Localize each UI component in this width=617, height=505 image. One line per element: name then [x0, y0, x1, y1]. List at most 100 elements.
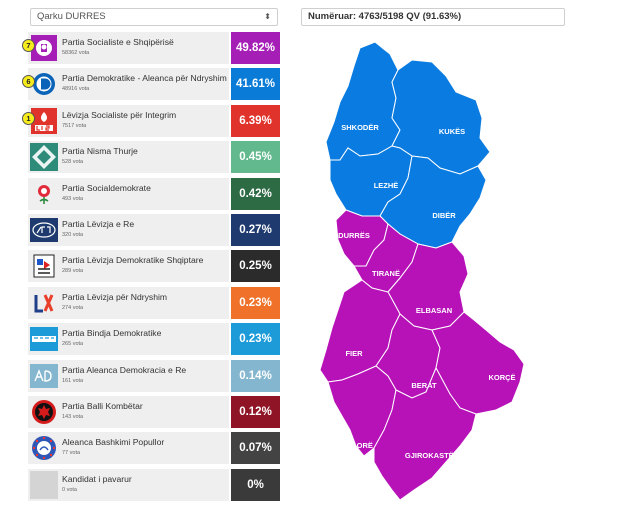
party-percent: 0% [231, 468, 280, 501]
plds-logo [30, 252, 58, 280]
select-caret-icon: ⬍ [264, 12, 271, 21]
party-percent: 41.61% [231, 68, 280, 101]
party-percent: 0.27% [231, 213, 280, 246]
lsi-logo [30, 107, 58, 135]
party-row[interactable]: Partia Bindja Demokratike 265 vota 0.23% [28, 323, 280, 356]
map-label-vlore: VLORË [347, 441, 373, 450]
party-row[interactable]: Partia Lëvizja për Ndryshim 274 vota 0.2… [28, 286, 280, 319]
counted-stations-status: Numëruar: 4763/5198 QV (91.63%) [301, 8, 565, 26]
party-votes: 493 vota [62, 195, 84, 202]
abp-logo [30, 434, 58, 462]
party-name: Partia Socialdemokrate [62, 182, 151, 193]
party-percent: 0.23% [231, 323, 280, 356]
party-row[interactable]: Partia Nisma Thurje 528 vota 0.45% [28, 141, 280, 174]
party-votes: 528 vota [62, 159, 84, 166]
party-row[interactable]: Kandidat i pavarur 0 vota 0% [28, 468, 280, 501]
party-row[interactable]: Partia Aleanca Demokracia e Re 161 vota … [28, 359, 280, 392]
party-name: Aleanca Bashkimi Popullor [62, 437, 165, 448]
party-votes: 320 vota [62, 231, 84, 238]
party-percent: 0.07% [231, 432, 280, 465]
map-label-berat: BERAT [411, 381, 437, 390]
party-row[interactable]: Lëvizja Socialiste për Integrim 7517 vot… [22, 104, 280, 137]
bindja-logo [30, 325, 58, 353]
party-info: Partia Socialdemokrate 493 vota [28, 177, 229, 210]
party-info: Aleanca Bashkimi Popullor 77 vota [28, 432, 229, 465]
party-votes: 289 vota [62, 268, 84, 275]
party-info: Partia Demokratike - Aleanca për Ndryshi… [28, 68, 229, 101]
district-select[interactable]: Qarku DURRES ⬍ [30, 8, 278, 26]
map-label-korce: KORÇË [488, 373, 515, 382]
party-info: Partia Aleanca Demokracia e Re 161 vota [28, 359, 229, 392]
party-votes: 0 vota [62, 486, 77, 493]
party-info: Partia Lëvizja për Ndryshim 274 vota [28, 286, 229, 319]
party-row[interactable]: Partia Lëvizja Demokratike Shqiptare 289… [28, 250, 280, 283]
party-votes: 58362 vota [62, 50, 90, 56]
party-info: Partia Nisma Thurje 528 vota [28, 141, 229, 174]
party-results-list: Partia Socialiste e Shqipërisë 58362 vot… [22, 32, 280, 505]
lpn-logo [30, 289, 58, 317]
party-row[interactable]: Partia Lëvizja e Re 320 vota 0.27% [28, 213, 280, 246]
balli-logo [30, 398, 58, 426]
map-label-fier: FIER [345, 349, 363, 358]
party-percent: 0.14% [231, 359, 280, 392]
party-row[interactable]: Partia Demokratike - Aleanca për Ndryshi… [22, 68, 280, 101]
party-name: Kandidat i pavarur [62, 473, 132, 484]
party-name: Partia Socialiste e Shqipërisë [62, 37, 174, 47]
party-percent: 0.42% [231, 177, 280, 210]
party-info: Partia Lëvizja Demokratike Shqiptare 289… [28, 250, 229, 283]
map-label-shkoder: SHKODËR [341, 123, 379, 132]
seat-count-badge: 6 [22, 75, 35, 89]
party-name: Partia Lëvizja për Ndryshim [62, 291, 168, 302]
party-name: Partia Balli Kombëtar [62, 400, 143, 411]
party-info: Partia Lëvizja e Re 320 vota [28, 213, 229, 246]
party-percent: 0.23% [231, 286, 280, 319]
party-votes: 274 vota [62, 304, 84, 311]
counted-stations-label: Numëruar: 4763/5198 QV (91.63%) [308, 11, 462, 22]
nisma-logo [30, 143, 58, 172]
map-label-gjirokaster: GJIROKASTËR [405, 451, 460, 460]
party-percent: 0.25% [231, 250, 280, 283]
party-row[interactable]: Partia Socialdemokrate 493 vota 0.42% [28, 177, 280, 210]
map-label-elbasan: ELBASAN [416, 306, 452, 315]
party-percent: 49.82% [231, 32, 280, 64]
party-name: Partia Bindja Demokratike [62, 328, 162, 339]
pd-logo [30, 70, 58, 98]
party-info: Partia Balli Kombëtar 143 vota [28, 395, 229, 428]
party-votes: 161 vota [62, 377, 84, 384]
party-name: Lëvizja Socialiste për Integrim [62, 109, 177, 120]
seat-count-badge: 7 [22, 39, 35, 52]
party-percent: 6.39% [231, 104, 280, 137]
map-region-korce[interactable] [431, 311, 525, 415]
adr-logo [30, 362, 58, 390]
party-votes: 48916 vota [62, 86, 90, 93]
party-row[interactable]: Aleanca Bashkimi Popullor 77 vota 0.07% [28, 432, 280, 465]
ps-rose-logo [30, 34, 58, 62]
map-label-kukes: KUKËS [439, 127, 465, 136]
psd-logo [30, 180, 58, 208]
seat-count-badge: 1 [22, 111, 35, 125]
map-label-durres: DURRËS [338, 231, 370, 240]
map-region-shkoder[interactable] [325, 41, 401, 161]
party-info: Kandidat i pavarur 0 vota [28, 468, 229, 501]
lre-logo [30, 216, 58, 244]
party-name: Partia Nisma Thurje [62, 146, 138, 157]
party-info: Lëvizja Socialiste për Integrim 7517 vot… [28, 104, 229, 137]
map-label-lezhe: LEZHË [374, 181, 399, 190]
party-votes: 265 vota [62, 341, 84, 348]
party-votes: 7517 vota [62, 122, 87, 129]
party-row[interactable]: Partia Socialiste e Shqipërisë 58362 vot… [22, 32, 280, 64]
albania-results-map: SHKODËR KUKËS LEZHË DIBËR DURRËS TIRANË … [319, 41, 525, 501]
party-name: Partia Aleanca Demokracia e Re [62, 364, 187, 375]
party-info: Partia Socialiste e Shqipërisë 58362 vot… [28, 32, 229, 64]
district-select-value: Qarku DURRES [37, 11, 106, 22]
party-name: Partia Demokratike - Aleanca për Ndryshi… [62, 73, 227, 84]
party-name: Partia Lëvizja Demokratike Shqiptare [62, 255, 204, 266]
party-name: Partia Lëvizja e Re [62, 218, 135, 229]
party-votes: 143 vota [62, 413, 84, 420]
party-info: Partia Bindja Demokratike 265 vota [28, 323, 229, 356]
independent-placeholder [30, 470, 58, 499]
map-label-diber: DIBËR [432, 211, 456, 220]
party-votes: 77 vota [62, 450, 81, 457]
party-row[interactable]: Partia Balli Kombëtar 143 vota 0.12% [28, 395, 280, 428]
map-region-gjirokaster[interactable] [373, 366, 477, 501]
